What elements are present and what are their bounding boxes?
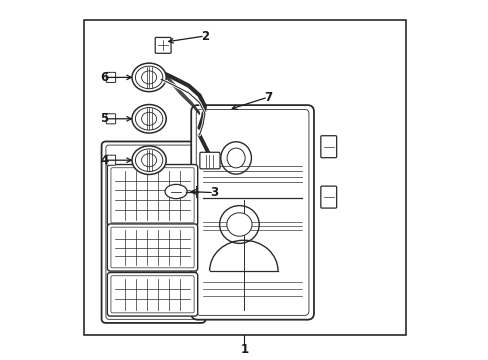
Ellipse shape xyxy=(221,142,251,174)
Ellipse shape xyxy=(226,148,244,168)
Ellipse shape xyxy=(135,108,163,130)
Text: 3: 3 xyxy=(209,186,218,199)
Ellipse shape xyxy=(226,213,251,236)
FancyBboxPatch shape xyxy=(191,105,313,320)
Text: 4: 4 xyxy=(100,154,108,167)
Ellipse shape xyxy=(164,184,187,199)
Ellipse shape xyxy=(219,206,259,243)
FancyBboxPatch shape xyxy=(107,273,197,316)
Text: 2: 2 xyxy=(201,30,208,42)
Ellipse shape xyxy=(142,71,156,84)
Text: 7: 7 xyxy=(264,91,271,104)
Text: 1: 1 xyxy=(240,343,248,356)
FancyBboxPatch shape xyxy=(106,155,115,165)
FancyBboxPatch shape xyxy=(200,152,220,169)
FancyBboxPatch shape xyxy=(320,186,336,208)
Ellipse shape xyxy=(142,154,156,167)
FancyBboxPatch shape xyxy=(102,141,205,323)
Ellipse shape xyxy=(132,104,166,133)
Ellipse shape xyxy=(142,112,156,125)
Ellipse shape xyxy=(132,63,166,92)
Ellipse shape xyxy=(135,66,163,89)
Ellipse shape xyxy=(135,149,163,171)
FancyBboxPatch shape xyxy=(320,136,336,158)
FancyBboxPatch shape xyxy=(106,72,115,82)
Text: 6: 6 xyxy=(100,71,108,84)
FancyBboxPatch shape xyxy=(155,37,171,53)
FancyBboxPatch shape xyxy=(107,165,197,226)
FancyBboxPatch shape xyxy=(106,114,115,124)
FancyBboxPatch shape xyxy=(107,224,197,271)
Ellipse shape xyxy=(132,146,166,175)
Text: 5: 5 xyxy=(100,112,108,125)
Bar xyxy=(84,20,406,335)
